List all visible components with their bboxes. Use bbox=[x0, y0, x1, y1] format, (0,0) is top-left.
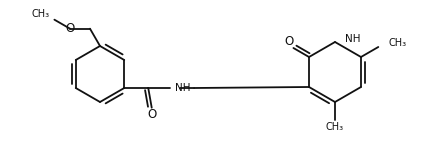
Text: O: O bbox=[65, 22, 75, 35]
Text: NH: NH bbox=[175, 83, 191, 93]
Text: O: O bbox=[147, 108, 156, 121]
Text: NH: NH bbox=[345, 34, 360, 44]
Text: CH₃: CH₃ bbox=[326, 122, 344, 132]
Text: CH₃: CH₃ bbox=[31, 9, 50, 19]
Text: CH₃: CH₃ bbox=[388, 38, 407, 48]
Text: O: O bbox=[285, 34, 294, 48]
